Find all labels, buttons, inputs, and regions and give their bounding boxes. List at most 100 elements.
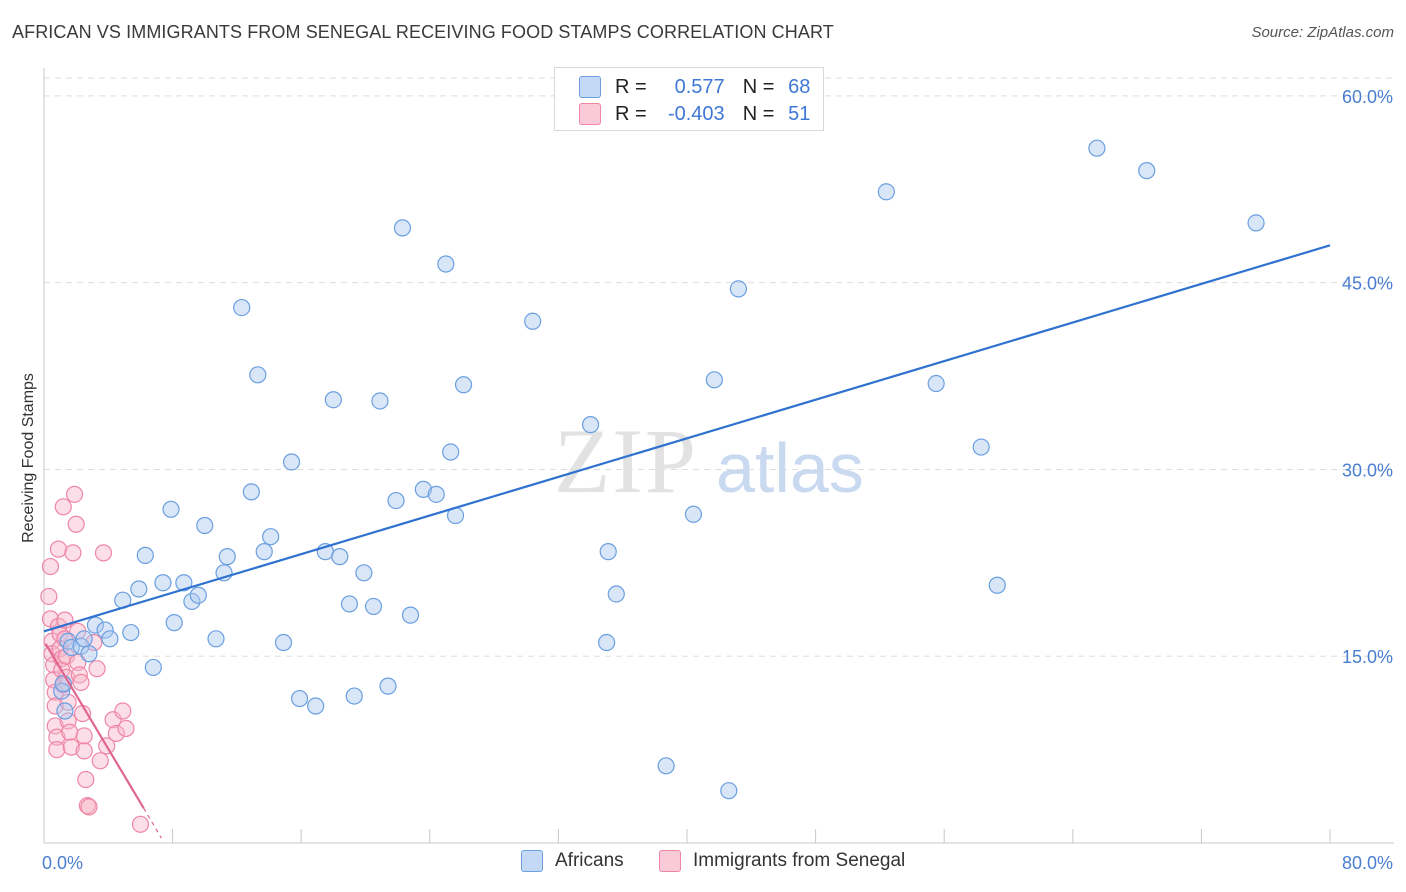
watermark-atlas: atlas bbox=[716, 429, 864, 507]
legend-r-value: 0.577 bbox=[674, 75, 725, 98]
data-point-africans bbox=[729, 280, 748, 298]
bottom-legend-label-senegal: Immigrants from Senegal bbox=[693, 850, 906, 871]
legend-n-label: N = bbox=[742, 75, 775, 98]
data-point-senegal bbox=[104, 711, 122, 729]
data-point-senegal bbox=[80, 798, 98, 816]
data-point-senegal bbox=[131, 815, 150, 833]
legend-r-label: R = bbox=[615, 102, 647, 125]
data-point-senegal bbox=[56, 630, 74, 648]
data-point-africans bbox=[144, 658, 162, 677]
data-point-senegal bbox=[46, 697, 64, 715]
data-point-senegal bbox=[107, 724, 125, 743]
legend-swatch-pink bbox=[579, 103, 601, 125]
y-tick-labels: 15.0% 30.0% 45.0% 60.0% bbox=[1342, 87, 1393, 667]
x-tick-labels: 0.0% 80.0% bbox=[42, 853, 1393, 873]
data-point-africans bbox=[218, 548, 236, 566]
data-point-senegal bbox=[91, 752, 109, 770]
data-point-africans bbox=[345, 687, 363, 705]
data-point-africans bbox=[401, 606, 420, 624]
data-point-senegal bbox=[41, 557, 60, 576]
data-point-senegal bbox=[67, 515, 85, 533]
data-point-africans bbox=[927, 374, 945, 393]
data-point-africans bbox=[442, 443, 460, 461]
data-point-africans bbox=[657, 757, 675, 775]
legend-row-senegal: R = -0.403 N = 51 bbox=[579, 100, 810, 128]
data-point-senegal bbox=[69, 653, 87, 672]
data-point-africans bbox=[262, 528, 280, 546]
y-tick-label: 15.0% bbox=[1342, 647, 1393, 667]
data-point-africans bbox=[414, 480, 432, 498]
data-point-africans bbox=[154, 574, 172, 592]
legend-swatch-blue bbox=[579, 76, 601, 98]
data-point-africans bbox=[988, 576, 1006, 594]
data-point-africans bbox=[122, 623, 140, 642]
data-point-africans bbox=[524, 312, 542, 330]
watermark: ZIP atlas bbox=[554, 410, 864, 512]
data-point-africans bbox=[607, 585, 625, 603]
series-africans bbox=[53, 139, 1265, 800]
data-point-africans bbox=[355, 564, 373, 582]
trend-lines bbox=[43, 244, 1331, 839]
data-point-senegal bbox=[75, 742, 93, 760]
data-point-senegal bbox=[72, 673, 90, 691]
data-point-africans bbox=[1138, 162, 1156, 180]
data-point-senegal bbox=[65, 485, 84, 503]
data-point-senegal bbox=[88, 660, 106, 678]
trend-line-africans bbox=[43, 244, 1331, 633]
stats-legend: R = 0.577 N = 68 R = -0.403 N = 51 bbox=[554, 67, 824, 131]
data-point-senegal bbox=[62, 738, 80, 756]
data-point-senegal bbox=[54, 498, 72, 516]
data-point-africans bbox=[437, 255, 455, 273]
data-point-africans bbox=[393, 219, 412, 237]
data-point-africans bbox=[175, 574, 193, 592]
data-point-africans bbox=[972, 438, 990, 456]
data-point-africans bbox=[371, 392, 389, 410]
data-point-senegal bbox=[61, 723, 79, 741]
data-point-africans bbox=[101, 630, 119, 648]
watermark-zip: ZIP bbox=[554, 410, 698, 512]
y-axis-label: Receiving Food Stamps bbox=[20, 373, 37, 543]
data-point-africans bbox=[255, 543, 273, 561]
data-point-africans bbox=[290, 689, 309, 708]
data-point-africans bbox=[189, 586, 207, 604]
data-point-africans bbox=[877, 183, 895, 201]
trend-line-senegal-extension bbox=[143, 807, 162, 839]
data-point-senegal bbox=[77, 770, 95, 789]
data-point-africans bbox=[96, 621, 114, 639]
x-tick-marks bbox=[172, 829, 1331, 843]
chart-title: AFRICAN VS IMMIGRANTS FROM SENEGAL RECEI… bbox=[12, 22, 834, 42]
data-point-senegal bbox=[64, 544, 82, 562]
legend-r-value: -0.403 bbox=[667, 102, 725, 125]
data-point-africans bbox=[705, 371, 723, 389]
data-point-senegal bbox=[48, 741, 66, 759]
x-tick-label: 80.0% bbox=[1342, 853, 1393, 873]
data-point-africans bbox=[282, 453, 301, 471]
data-point-africans bbox=[242, 483, 260, 501]
data-point-africans bbox=[581, 416, 600, 434]
data-point-africans bbox=[162, 500, 180, 518]
data-point-senegal bbox=[40, 587, 58, 606]
data-point-africans bbox=[599, 543, 617, 561]
data-point-africans bbox=[130, 580, 148, 598]
data-point-africans bbox=[80, 645, 98, 663]
data-point-senegal bbox=[85, 633, 103, 652]
data-point-africans bbox=[684, 505, 703, 523]
axes bbox=[43, 68, 1394, 844]
trend-line-senegal bbox=[44, 643, 145, 809]
data-point-senegal bbox=[48, 728, 66, 746]
data-point-senegal bbox=[94, 544, 113, 562]
data-point-senegal bbox=[75, 727, 93, 745]
data-point-africans bbox=[1088, 139, 1106, 157]
data-point-africans bbox=[183, 592, 201, 611]
data-point-africans bbox=[1247, 214, 1265, 232]
data-point-africans bbox=[379, 677, 397, 695]
data-point-senegal bbox=[117, 719, 135, 738]
data-point-africans bbox=[427, 485, 445, 503]
x-tick-label: 0.0% bbox=[42, 853, 83, 873]
legend-r-label: R = bbox=[615, 75, 647, 98]
legend-n-value: 51 bbox=[788, 102, 811, 125]
series-immigrants-from-senegal bbox=[40, 485, 150, 833]
bottom-legend-label-africans: Africans bbox=[555, 850, 624, 871]
legend-n-label: N = bbox=[742, 102, 775, 125]
data-point-africans bbox=[454, 376, 473, 394]
